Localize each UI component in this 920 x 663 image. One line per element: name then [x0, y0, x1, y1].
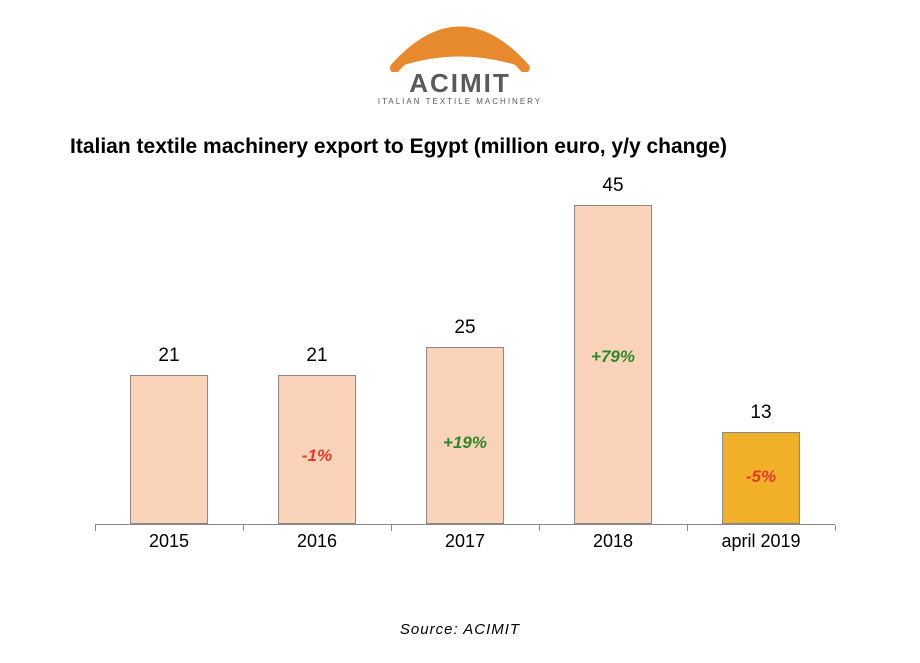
- plot-area: 21 21 -1% 25 +19% 45+79% 13 -5%: [95, 185, 835, 525]
- x-axis-label: 2015: [95, 531, 243, 552]
- x-axis-label: 2017: [391, 531, 539, 552]
- bar-group: 25 +19%: [391, 184, 539, 524]
- bar-value-label: 21: [158, 345, 179, 367]
- x-tick: [835, 525, 836, 531]
- bar-change-label: +19%: [443, 433, 487, 453]
- bar-group: 13 -5%: [687, 184, 835, 524]
- bar: [130, 375, 208, 524]
- bar-value-label: 25: [454, 317, 475, 339]
- bar-change-label: -5%: [746, 467, 776, 487]
- source-text: Source: ACIMIT: [400, 621, 520, 638]
- x-axis-labels: 2015201620172018april 2019: [95, 531, 835, 555]
- bar-change-label: -1%: [302, 446, 332, 466]
- x-axis-label: april 2019: [687, 531, 835, 552]
- chart-title: Italian textile machinery export to Egyp…: [70, 135, 727, 159]
- bar-change-label: +79%: [591, 347, 635, 367]
- logo-arc-icon: [380, 20, 540, 72]
- logo-text: ACIMIT: [378, 68, 542, 99]
- x-axis-label: 2018: [539, 531, 687, 552]
- logo-subtext: ITALIAN TEXTILE MACHINERY: [378, 97, 542, 106]
- acimit-logo: ACIMIT ITALIAN TEXTILE MACHINERY: [378, 20, 542, 106]
- bar-value-label: 13: [750, 402, 771, 424]
- bar-group: 21: [95, 184, 243, 524]
- bar-chart: 21 21 -1% 25 +19% 45+79% 13 -5% 201520162017201…: [95, 185, 835, 555]
- bar-group: 21 -1%: [243, 184, 391, 524]
- bar-value-label: 45: [602, 175, 623, 197]
- bar-value-label: 21: [306, 345, 327, 367]
- x-axis-label: 2016: [243, 531, 391, 552]
- bar-group: 45+79%: [539, 184, 687, 524]
